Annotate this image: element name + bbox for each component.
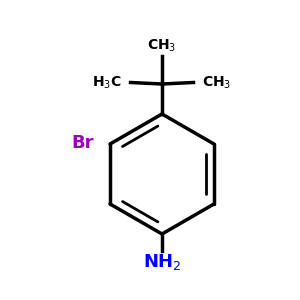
Text: NH$_2$: NH$_2$ [143, 252, 181, 272]
Text: CH$_3$: CH$_3$ [202, 74, 232, 91]
Text: Br: Br [71, 134, 94, 152]
Text: H$_3$C: H$_3$C [92, 74, 122, 91]
Text: CH$_3$: CH$_3$ [147, 38, 177, 54]
